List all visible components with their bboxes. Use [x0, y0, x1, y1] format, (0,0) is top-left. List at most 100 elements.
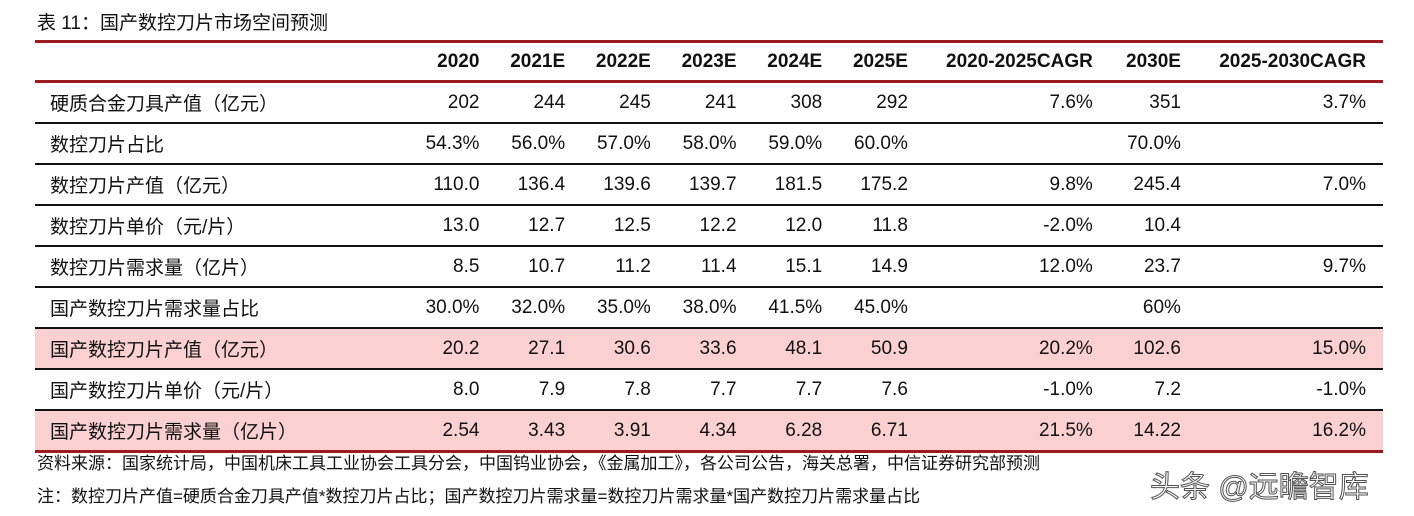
- table-cell: 7.8: [565, 369, 651, 411]
- table-cell: 54.3%: [393, 123, 480, 165]
- table-cell: 181.5: [736, 164, 823, 206]
- table-cell: 7.0%: [1180, 164, 1383, 206]
- column-header: [35, 40, 394, 83]
- table-cell: 38.0%: [650, 287, 737, 329]
- table-row: 硬质合金刀具产值（亿元） 202 244 245 241 308 292 7.6% 351 3.7…: [35, 81, 1383, 124]
- table-cell: 292: [822, 81, 908, 124]
- table-cell: [1180, 287, 1383, 329]
- table-cell: 11.4: [650, 246, 737, 288]
- table-cell: 2.54: [393, 410, 480, 453]
- table-row: 国产数控刀片需求量（亿片） 2.54 3.43 3.91 4.34 6.28 6.71 21.…: [35, 410, 1383, 453]
- table-cell: 15.1: [736, 246, 823, 288]
- column-header: 2030E: [1092, 40, 1181, 83]
- table-cell: 202: [393, 81, 480, 124]
- table-row: 数控刀片占比 54.3% 56.0% 57.0% 58.0% 59.0% 60.0% 70.0…: [35, 123, 1383, 165]
- table-cell: [1180, 205, 1383, 247]
- table-cell: 245: [565, 81, 651, 124]
- table-cell: 32.0%: [479, 287, 566, 329]
- table-cell: 60.0%: [822, 123, 908, 165]
- table-cell: 351: [1092, 81, 1181, 124]
- table-cell: 14.9: [822, 246, 908, 288]
- table-cell: 70.0%: [1092, 123, 1181, 165]
- row-label: 数控刀片占比: [35, 123, 394, 165]
- table-cell: 7.7: [736, 369, 823, 411]
- table-cell: 4.34: [650, 410, 737, 453]
- table-cell: 23.7: [1092, 246, 1181, 288]
- table-cell: 27.1: [479, 328, 566, 370]
- table-row: 国产数控刀片需求量占比 30.0% 32.0% 35.0% 38.0% 41.5% 45.0…: [35, 287, 1383, 329]
- table-title: 表 11：国产数控刀片市场空间预测: [37, 13, 329, 34]
- table-row: 国产数控刀片单价（元/片） 8.0 7.9 7.8 7.7 7.7 7.6 -1.0% 7.2-…: [35, 369, 1383, 411]
- header-row: 2020 2021E 2022E 2023E 2024E 2025E 2020-2025CA…: [35, 40, 1383, 83]
- table-cell: 7.2: [1092, 369, 1181, 411]
- table-cell: 59.0%: [736, 123, 823, 165]
- row-label: 数控刀片产值（亿元）: [35, 164, 394, 206]
- table-cell: 3.7%: [1180, 81, 1383, 124]
- column-header: 2020-2025CAGR: [907, 40, 1093, 83]
- table-cell: 139.6: [565, 164, 651, 206]
- table-cell: 58.0%: [650, 123, 737, 165]
- table-cell: 136.4: [479, 164, 566, 206]
- table-cell: 11.2: [565, 246, 651, 288]
- column-header: 2021E: [479, 40, 566, 83]
- table-cell: 50.9: [822, 328, 908, 370]
- table-cell: 110.0: [393, 164, 480, 206]
- row-label: 国产数控刀片需求量（亿片）: [35, 410, 394, 453]
- row-label: 国产数控刀片单价（元/片）: [35, 369, 394, 411]
- column-header: 2022E: [565, 40, 651, 83]
- row-label: 国产数控刀片需求量占比: [35, 287, 394, 329]
- table-cell: 10.4: [1092, 205, 1181, 247]
- table-cell: 12.2: [650, 205, 737, 247]
- watermark: 头条 @远瞻智库: [1150, 471, 1370, 505]
- table-cell: 3.43: [479, 410, 566, 453]
- row-label: 数控刀片需求量（亿片）: [35, 246, 394, 288]
- footnote: 注：数控刀片产值=硬质合金刀具产值*数控刀片占比；国产数控刀片需求量=数控刀片需…: [37, 487, 921, 506]
- table-cell: 48.1: [736, 328, 823, 370]
- table-cell: 12.0: [736, 205, 823, 247]
- table-cell: -1.0%: [907, 369, 1093, 411]
- table-row: 数控刀片需求量（亿片） 8.5 10.7 11.2 11.4 15.1 14.9 12.0% 2…: [35, 246, 1383, 288]
- table-cell: 12.5: [565, 205, 651, 247]
- table-cell: 33.6: [650, 328, 737, 370]
- table-row: 数控刀片单价（元/片） 13.0 12.7 12.5 12.2 12.0 11.8 -2.0%…: [35, 205, 1383, 247]
- table-cell: 57.0%: [565, 123, 651, 165]
- table-cell: 14.22: [1092, 410, 1181, 453]
- market-forecast-table: 2020 2021E 2022E 2023E 2024E 2025E 2020-2025CA…: [35, 40, 1383, 453]
- source-note: 资料来源：国家统计局，中国机床工具工业协会工具分会，中国钨业协会，《金属加工》，…: [37, 454, 1040, 473]
- table-cell: 7.6: [822, 369, 908, 411]
- table-cell: 7.9: [479, 369, 566, 411]
- row-label: 硬质合金刀具产值（亿元）: [35, 81, 394, 124]
- table-cell: 41.5%: [736, 287, 823, 329]
- table-cell: 308: [736, 81, 823, 124]
- table-cell: 6.71: [822, 410, 908, 453]
- table-cell: 3.91: [565, 410, 651, 453]
- column-header: 2025-2030CAGR: [1180, 40, 1383, 83]
- table-cell: 45.0%: [822, 287, 908, 329]
- table-cell: 56.0%: [479, 123, 566, 165]
- table-cell: 9.8%: [907, 164, 1093, 206]
- table-cell: 20.2: [393, 328, 480, 370]
- table-cell: 245.4: [1092, 164, 1181, 206]
- row-label: 国产数控刀片产值（亿元）: [35, 328, 394, 370]
- table-cell: 12.7: [479, 205, 566, 247]
- table-cell: 7.6%: [907, 81, 1093, 124]
- table-row: 国产数控刀片产值（亿元） 20.2 27.1 30.6 33.6 48.1 50.9 20.2…: [35, 328, 1383, 370]
- table-cell: 9.7%: [1180, 246, 1383, 288]
- table-cell: 139.7: [650, 164, 737, 206]
- table-row: 数控刀片产值（亿元） 110.0 136.4 139.6 139.7 181.5 175.2…: [35, 164, 1383, 206]
- table-cell: 102.6: [1092, 328, 1181, 370]
- table-cell: [1180, 123, 1383, 165]
- table-cell: 20.2%: [907, 328, 1093, 370]
- table-cell: 15.0%: [1180, 328, 1383, 370]
- table-cell: 7.7: [650, 369, 737, 411]
- column-header: 2025E: [822, 40, 908, 83]
- table-cell: 175.2: [822, 164, 908, 206]
- table-cell: 8.0: [393, 369, 480, 411]
- table-cell: 35.0%: [565, 287, 651, 329]
- table-cell: [907, 287, 1093, 329]
- table-cell: 12.0%: [907, 246, 1093, 288]
- table-cell: -2.0%: [907, 205, 1093, 247]
- table-cell: 244: [479, 81, 566, 124]
- column-header: 2024E: [736, 40, 823, 83]
- table-cell: 21.5%: [907, 410, 1093, 453]
